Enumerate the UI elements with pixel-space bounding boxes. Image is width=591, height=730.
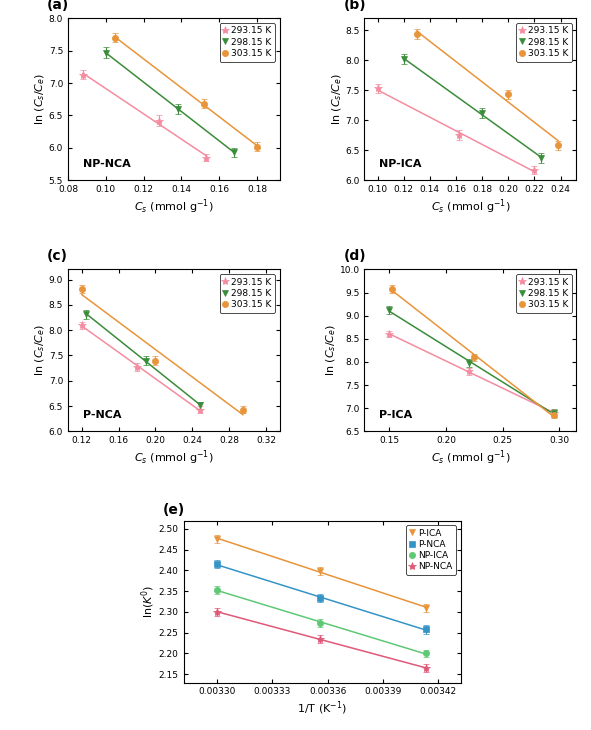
Text: (e): (e): [163, 503, 185, 517]
X-axis label: $C_s$ (mmol g$^{-1}$): $C_s$ (mmol g$^{-1}$): [431, 448, 510, 466]
Legend: 293.15 K, 298.15 K, 303.15 K: 293.15 K, 298.15 K, 303.15 K: [516, 23, 571, 61]
Legend: 293.15 K, 298.15 K, 303.15 K: 293.15 K, 298.15 K, 303.15 K: [219, 274, 275, 312]
X-axis label: $C_s$ (mmol g$^{-1}$): $C_s$ (mmol g$^{-1}$): [431, 197, 510, 215]
Legend: 293.15 K, 298.15 K, 303.15 K: 293.15 K, 298.15 K, 303.15 K: [516, 274, 571, 312]
Text: (d): (d): [343, 249, 366, 263]
Text: NP-ICA: NP-ICA: [379, 159, 422, 169]
X-axis label: $C_s$ (mmol g$^{-1}$): $C_s$ (mmol g$^{-1}$): [134, 448, 213, 466]
Legend: P-ICA, P-NCA, NP-ICA, NP-NCA: P-ICA, P-NCA, NP-ICA, NP-NCA: [407, 525, 456, 575]
Text: (c): (c): [47, 249, 68, 263]
Text: P-NCA: P-NCA: [83, 410, 121, 420]
Y-axis label: ln ($C_s$/$C_e$): ln ($C_s$/$C_e$): [330, 73, 344, 126]
Legend: 293.15 K, 298.15 K, 303.15 K: 293.15 K, 298.15 K, 303.15 K: [219, 23, 275, 61]
Text: NP-NCA: NP-NCA: [83, 159, 131, 169]
Text: (a): (a): [47, 0, 69, 12]
Y-axis label: ln ($C_s$/$C_e$): ln ($C_s$/$C_e$): [34, 73, 47, 126]
X-axis label: 1/T (K$^{-1}$): 1/T (K$^{-1}$): [297, 699, 347, 717]
Text: P-ICA: P-ICA: [379, 410, 413, 420]
Y-axis label: ln($K^0$): ln($K^0$): [139, 585, 157, 618]
Text: (b): (b): [343, 0, 366, 12]
X-axis label: $C_s$ (mmol g$^{-1}$): $C_s$ (mmol g$^{-1}$): [134, 197, 213, 215]
Y-axis label: ln ($C_s$/$C_e$): ln ($C_s$/$C_e$): [34, 324, 47, 377]
Y-axis label: ln ($C_s$/$C_e$): ln ($C_s$/$C_e$): [324, 324, 338, 377]
